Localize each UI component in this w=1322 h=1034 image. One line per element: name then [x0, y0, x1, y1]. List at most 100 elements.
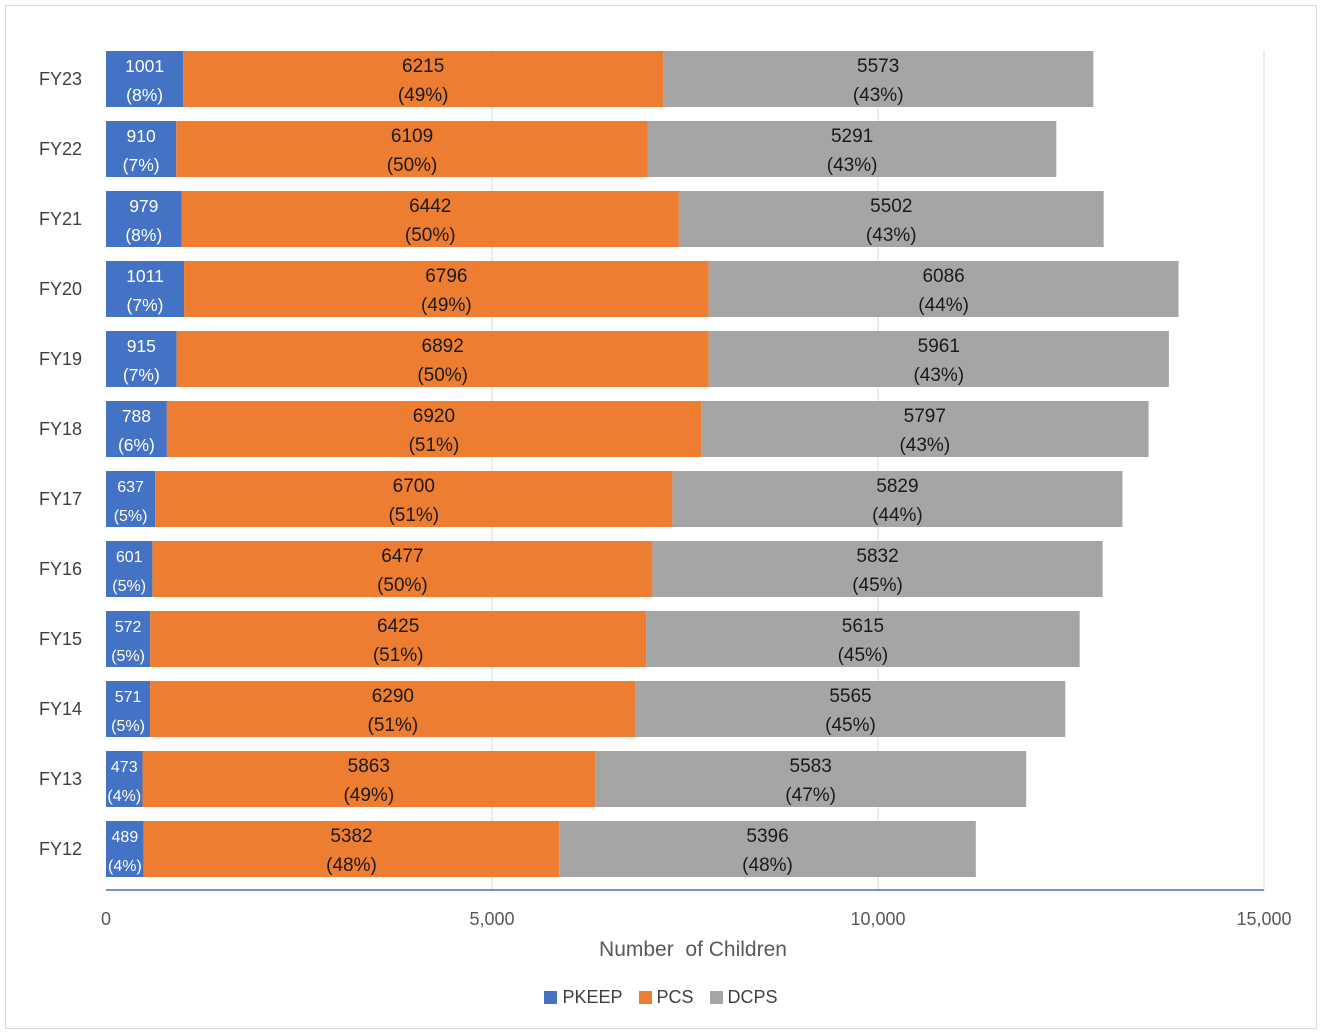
data-label-percent: (5%)	[111, 648, 145, 665]
legend-item-dcps: DCPS	[709, 986, 778, 1008]
data-label-percent: (5%)	[112, 578, 146, 595]
data-label-value: 6442	[409, 196, 451, 217]
legend-label: PKEEP	[562, 987, 623, 1007]
data-label-value: 572	[115, 619, 142, 636]
bar-pcs	[183, 51, 664, 107]
bar-pkeep	[106, 821, 144, 877]
data-label-value: 6796	[425, 266, 467, 287]
data-label-percent: (4%)	[108, 858, 142, 875]
bar-dcps	[559, 821, 976, 877]
x-tick-label: 5,000	[469, 909, 514, 929]
category-label: FY18	[39, 419, 82, 439]
bar-pkeep	[106, 471, 156, 527]
data-label-percent: (48%)	[742, 855, 793, 876]
data-label-percent: (43%)	[853, 85, 904, 106]
data-label-value: 915	[127, 336, 156, 356]
data-label-percent: (6%)	[118, 435, 155, 455]
bar-pkeep	[106, 681, 151, 737]
category-label: FY17	[39, 489, 82, 509]
bar-dcps	[672, 471, 1123, 527]
category-label: FY13	[39, 769, 82, 789]
legend-label: DCPS	[727, 987, 778, 1007]
bar-pcs	[176, 331, 709, 387]
category-label: FY15	[39, 629, 82, 649]
legend-swatch	[709, 990, 723, 1004]
data-label-percent: (4%)	[107, 788, 141, 805]
data-label-percent: (50%)	[405, 225, 456, 246]
legend-swatch	[544, 990, 558, 1004]
data-label-percent: (48%)	[326, 855, 377, 876]
chart-legend: PKEEP PCS DCPS	[0, 986, 1322, 1008]
data-label-value: 489	[112, 829, 139, 846]
data-label-percent: (8%)	[125, 225, 162, 245]
data-label-percent: (50%)	[417, 365, 468, 386]
data-label-value: 6215	[402, 56, 444, 77]
data-label-value: 5502	[870, 196, 912, 217]
data-label-percent: (44%)	[918, 295, 969, 316]
data-label-percent: (49%)	[398, 85, 449, 106]
data-label-percent: (45%)	[852, 575, 903, 596]
data-label-value: 637	[117, 479, 144, 496]
bar-pkeep	[106, 121, 177, 177]
data-label-percent: (8%)	[126, 85, 163, 105]
bar-dcps	[663, 51, 1094, 107]
bar-pkeep	[106, 191, 182, 247]
data-label-value: 6920	[413, 406, 455, 427]
data-label-value: 6086	[922, 266, 964, 287]
data-label-value: 5829	[876, 476, 918, 497]
data-label-value: 1001	[125, 56, 164, 76]
data-label-percent: (43%)	[913, 365, 964, 386]
data-label-percent: (43%)	[827, 155, 878, 176]
x-axis-title: Number of Children	[599, 938, 787, 961]
data-label-percent: (47%)	[785, 785, 836, 806]
bar-pcs	[181, 191, 679, 247]
data-label-percent: (5%)	[111, 718, 145, 735]
data-label-value: 5573	[857, 56, 899, 77]
bar-pkeep	[106, 331, 177, 387]
category-label: FY14	[39, 699, 82, 719]
bar-pkeep	[106, 611, 151, 667]
data-label-value: 5961	[918, 336, 960, 357]
data-label-percent: (49%)	[421, 295, 472, 316]
category-label: FY16	[39, 559, 82, 579]
data-label-value: 6290	[372, 686, 414, 707]
data-label-percent: (51%)	[388, 505, 439, 526]
data-label-value: 5291	[831, 126, 873, 147]
category-label: FY19	[39, 349, 82, 369]
data-label-percent: (43%)	[899, 435, 950, 456]
bar-pcs	[143, 821, 560, 877]
bar-pkeep	[106, 261, 185, 317]
category-label: FY21	[39, 209, 82, 229]
data-label-value: 6109	[391, 126, 433, 147]
bar-pkeep	[106, 51, 184, 107]
bar-dcps	[678, 191, 1104, 247]
bar-pcs	[150, 681, 636, 737]
data-label-percent: (51%)	[409, 435, 460, 456]
data-label-percent: (7%)	[123, 365, 160, 385]
legend-swatch	[638, 990, 652, 1004]
data-label-value: 5797	[904, 406, 946, 427]
data-label-value: 5396	[746, 826, 788, 847]
category-label: FY20	[39, 279, 82, 299]
legend-item-pkeep: PKEEP	[544, 986, 623, 1008]
bar-pcs	[150, 611, 647, 667]
data-label-percent: (5%)	[114, 508, 148, 525]
bar-dcps	[652, 541, 1103, 597]
data-label-value: 5565	[829, 686, 871, 707]
data-label-percent: (51%)	[373, 645, 424, 666]
bar-pcs	[152, 541, 653, 597]
bar-dcps	[646, 611, 1080, 667]
data-label-value: 979	[129, 196, 158, 216]
data-label-percent: (50%)	[377, 575, 428, 596]
data-label-value: 5863	[348, 756, 390, 777]
category-label: FY22	[39, 139, 82, 159]
data-label-value: 6700	[393, 476, 435, 497]
legend-label: PCS	[656, 987, 694, 1007]
bar-pcs	[142, 751, 596, 807]
data-label-value: 6892	[422, 336, 464, 357]
bar-dcps	[647, 121, 1057, 177]
x-tick-label: 15,000	[1236, 909, 1291, 929]
bar-dcps	[635, 681, 1066, 737]
data-label-value: 788	[122, 406, 151, 426]
